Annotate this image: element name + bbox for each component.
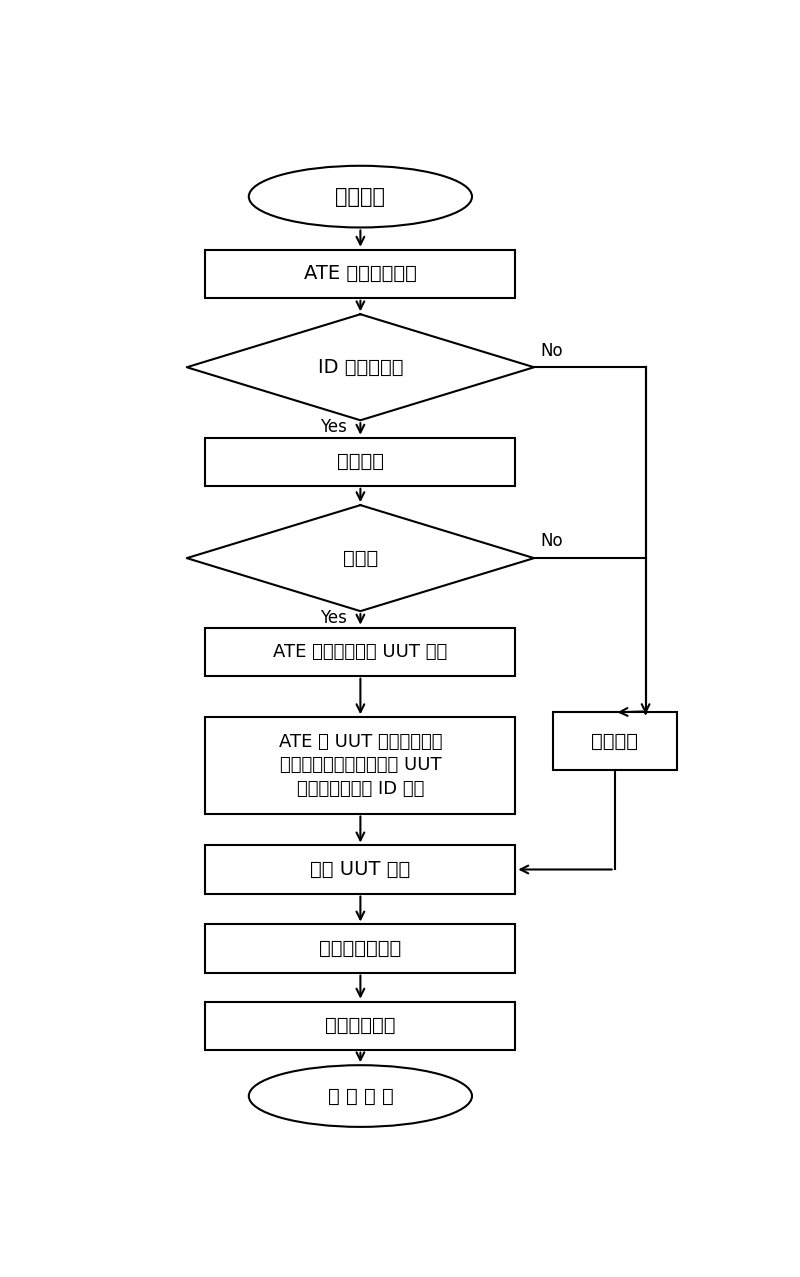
- Text: ID 是否正确？: ID 是否正确？: [318, 358, 403, 377]
- Text: ATE 对 UUT 进行自动测试
同时调用监控程序（监控 UUT
的电压、电流和 ID 号）: ATE 对 UUT 进行自动测试 同时调用监控程序（监控 UUT 的电压、电流和…: [278, 733, 442, 798]
- Text: 故障处理: 故障处理: [591, 732, 638, 751]
- Text: 测试开始: 测试开始: [335, 186, 386, 207]
- Text: Yes: Yes: [320, 609, 347, 627]
- Bar: [206, 718, 515, 813]
- Text: 切断 UUT 供电: 切断 UUT 供电: [310, 859, 410, 879]
- Text: 输出测试结果: 输出测试结果: [325, 1016, 396, 1036]
- Text: Yes: Yes: [320, 419, 347, 437]
- Bar: [553, 713, 677, 770]
- Bar: [206, 438, 515, 485]
- Text: 测 试 结 束: 测 试 结 束: [327, 1087, 394, 1106]
- Text: ATE 通过适配器给 UUT 供电: ATE 通过适配器给 UUT 供电: [274, 642, 447, 660]
- Bar: [206, 925, 515, 973]
- Text: 通过？: 通过？: [342, 549, 378, 567]
- Bar: [206, 249, 515, 298]
- Text: 静态测试: 静态测试: [337, 452, 384, 471]
- Text: No: No: [540, 533, 563, 550]
- Bar: [206, 845, 515, 894]
- Bar: [206, 1001, 515, 1050]
- Text: No: No: [540, 341, 563, 360]
- Text: 切断适配器供电: 切断适配器供电: [319, 939, 402, 958]
- Bar: [206, 627, 515, 676]
- Text: ATE 给适配器供电: ATE 给适配器供电: [304, 264, 417, 283]
